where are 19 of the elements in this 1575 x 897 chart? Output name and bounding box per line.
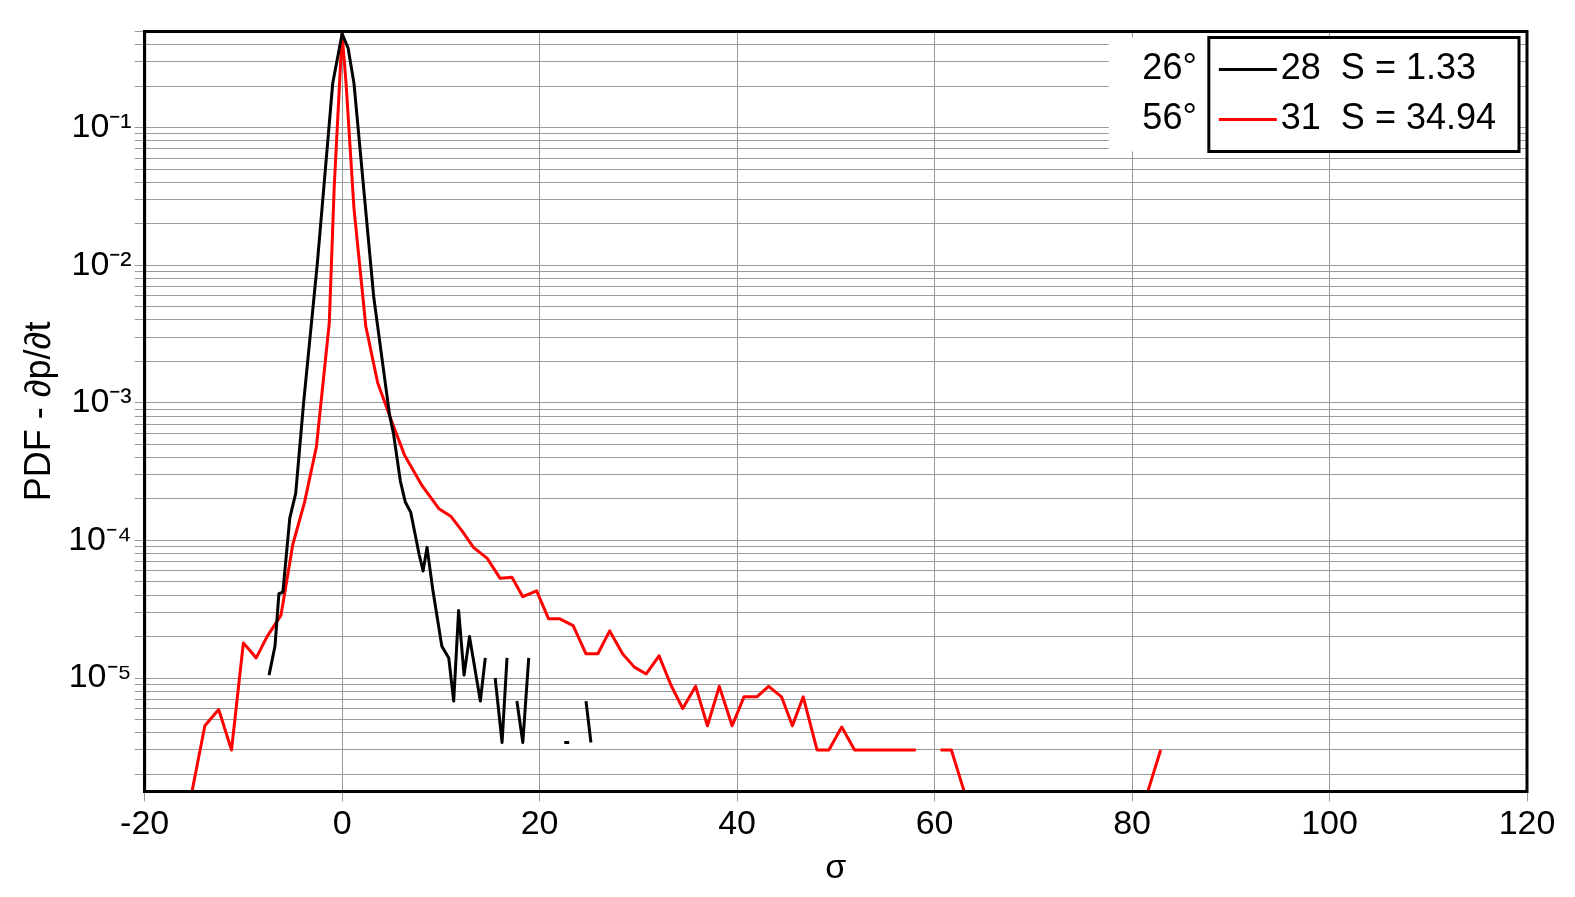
x-tick-label: 60 [915, 803, 954, 842]
y-tick-label: 10⁻¹ [71, 105, 132, 144]
x-tick-label: 80 [1113, 803, 1151, 842]
y-axis-title: PDF - ∂p/∂t [16, 321, 58, 502]
legend-label: 28 S = 1.33 [1280, 46, 1476, 88]
annotation: 56° [1142, 96, 1197, 138]
x-tick-label: 0 [332, 803, 352, 842]
y-tick-label: 10⁻⁵ [68, 656, 132, 695]
x-tick-label: -20 [120, 803, 170, 842]
annotation: 26° [1142, 46, 1197, 88]
x-axis-title: σ [825, 846, 847, 885]
y-tick-label: 10⁻³ [71, 381, 132, 420]
x-tick-label: 20 [520, 803, 559, 842]
y-tick-label: 10⁻⁴ [68, 518, 132, 557]
legend-label: 31 S = 34.94 [1280, 96, 1497, 138]
x-tick-label: 40 [718, 803, 756, 842]
y-tick-label: 10⁻² [71, 243, 132, 282]
x-tick-label: 120 [1498, 803, 1556, 842]
x-tick-label: 100 [1301, 803, 1358, 842]
